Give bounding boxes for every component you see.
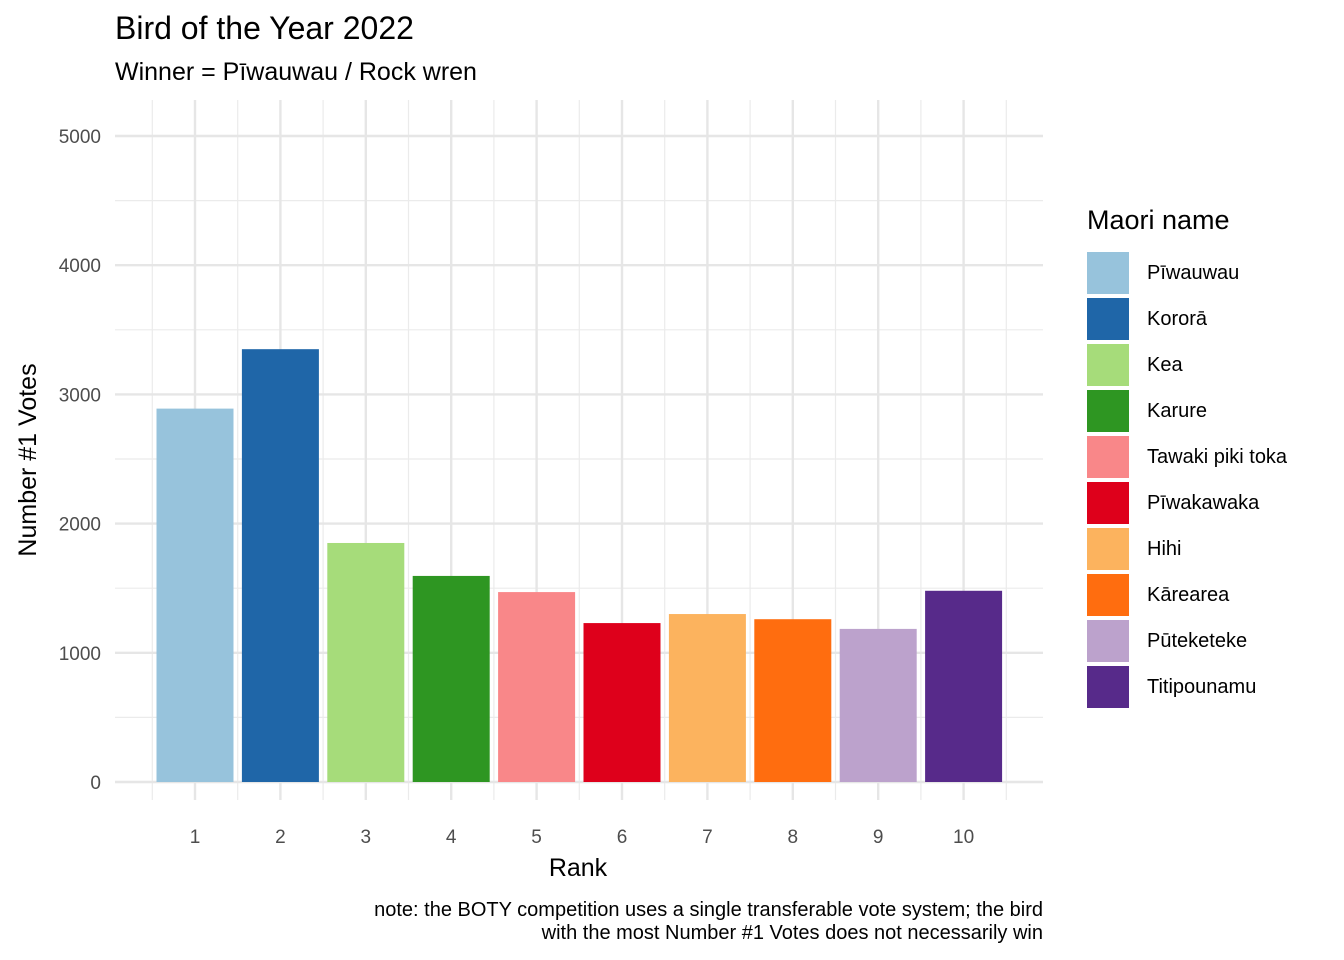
y-tick-label: 4000 <box>59 256 101 277</box>
x-axis-label: Rank <box>549 854 608 882</box>
bar-rank-10 <box>925 590 1003 782</box>
caption-line-1: note: the BOTY competition uses a single… <box>374 899 1043 921</box>
legend-label: Pūteketeke <box>1147 629 1248 652</box>
y-tick-label: 2000 <box>59 515 101 536</box>
x-tick-label: 5 <box>531 827 542 848</box>
bar-rank-9 <box>839 628 917 782</box>
legend-label: Kārearea <box>1147 583 1230 606</box>
bar-rank-4 <box>412 575 490 782</box>
y-tick-labels: 0 1000 2000 3000 4000 5000 <box>59 127 101 794</box>
chart-title: Bird of the Year 2022 <box>115 10 414 46</box>
x-tick-label: 8 <box>788 827 799 848</box>
legend-label: Pīwakawaka <box>1147 491 1260 514</box>
legend-item: Kārearea <box>1087 572 1287 618</box>
legend-label: Kea <box>1147 353 1183 376</box>
legend-items: Pīwauwau Kororā Kea Karure Tawaki piki toka P… <box>1087 250 1287 710</box>
y-tick-label: 5000 <box>59 127 101 148</box>
caption-line-2: with the most Number #1 Votes does not n… <box>541 922 1043 944</box>
legend-swatch <box>1087 482 1129 524</box>
bar-rank-3 <box>327 542 405 782</box>
y-tick-label: 1000 <box>59 644 101 665</box>
x-tick-label: 9 <box>873 827 884 848</box>
legend-label: Hihi <box>1147 537 1182 560</box>
legend-item: Titipounamu <box>1087 664 1287 710</box>
legend-item: Pūteketeke <box>1087 618 1287 664</box>
y-axis-label: Number #1 Votes <box>14 363 42 556</box>
legend-item: Pīwakawaka <box>1087 480 1287 526</box>
bar-rank-6 <box>583 623 661 782</box>
chart-caption: note: the BOTY competition uses a single… <box>374 899 1043 945</box>
bar-rank-1 <box>156 408 234 782</box>
legend-title: Maori name <box>1087 205 1230 235</box>
legend-label: Pīwauwau <box>1147 261 1240 284</box>
legend-swatch <box>1087 252 1129 294</box>
legend-swatch <box>1087 390 1129 432</box>
legend-swatch <box>1087 666 1129 708</box>
legend-swatch <box>1087 344 1129 386</box>
x-tick-label: 7 <box>702 827 713 848</box>
bar-rank-2 <box>241 349 319 782</box>
legend-label: Titipounamu <box>1147 675 1257 698</box>
legend-swatch <box>1087 574 1129 616</box>
chart-subtitle: Winner = Pīwauwau / Rock wren <box>115 58 477 86</box>
legend-item: Pīwauwau <box>1087 250 1287 296</box>
bar-rank-5 <box>498 592 576 782</box>
legend-item: Hihi <box>1087 526 1287 572</box>
legend-label: Kororā <box>1147 307 1208 330</box>
legend-item: Kea <box>1087 342 1287 388</box>
legend: Maori name Pīwauwau Kororā Kea Karure Tawaki… <box>1087 205 1287 710</box>
x-tick-label: 1 <box>190 827 201 848</box>
y-tick-label: 3000 <box>59 385 101 406</box>
x-tick-labels: 1 2 3 4 5 6 7 8 9 10 <box>190 827 974 848</box>
legend-item: Tawaki piki toka <box>1087 434 1287 480</box>
legend-item: Karure <box>1087 388 1287 434</box>
legend-label: Karure <box>1147 399 1208 422</box>
legend-label: Tawaki piki toka <box>1147 445 1288 468</box>
legend-swatch <box>1087 528 1129 570</box>
x-tick-label: 10 <box>953 827 974 848</box>
x-tick-label: 3 <box>361 827 372 848</box>
y-tick-label: 0 <box>90 773 101 794</box>
x-tick-label: 2 <box>275 827 286 848</box>
x-tick-label: 4 <box>446 827 457 848</box>
legend-swatch <box>1087 436 1129 478</box>
legend-swatch <box>1087 620 1129 662</box>
bar-rank-8 <box>754 619 832 782</box>
bars <box>156 349 1003 782</box>
bar-rank-7 <box>668 614 746 782</box>
x-tick-label: 6 <box>617 827 628 848</box>
legend-item: Kororā <box>1087 296 1287 342</box>
legend-swatch <box>1087 298 1129 340</box>
